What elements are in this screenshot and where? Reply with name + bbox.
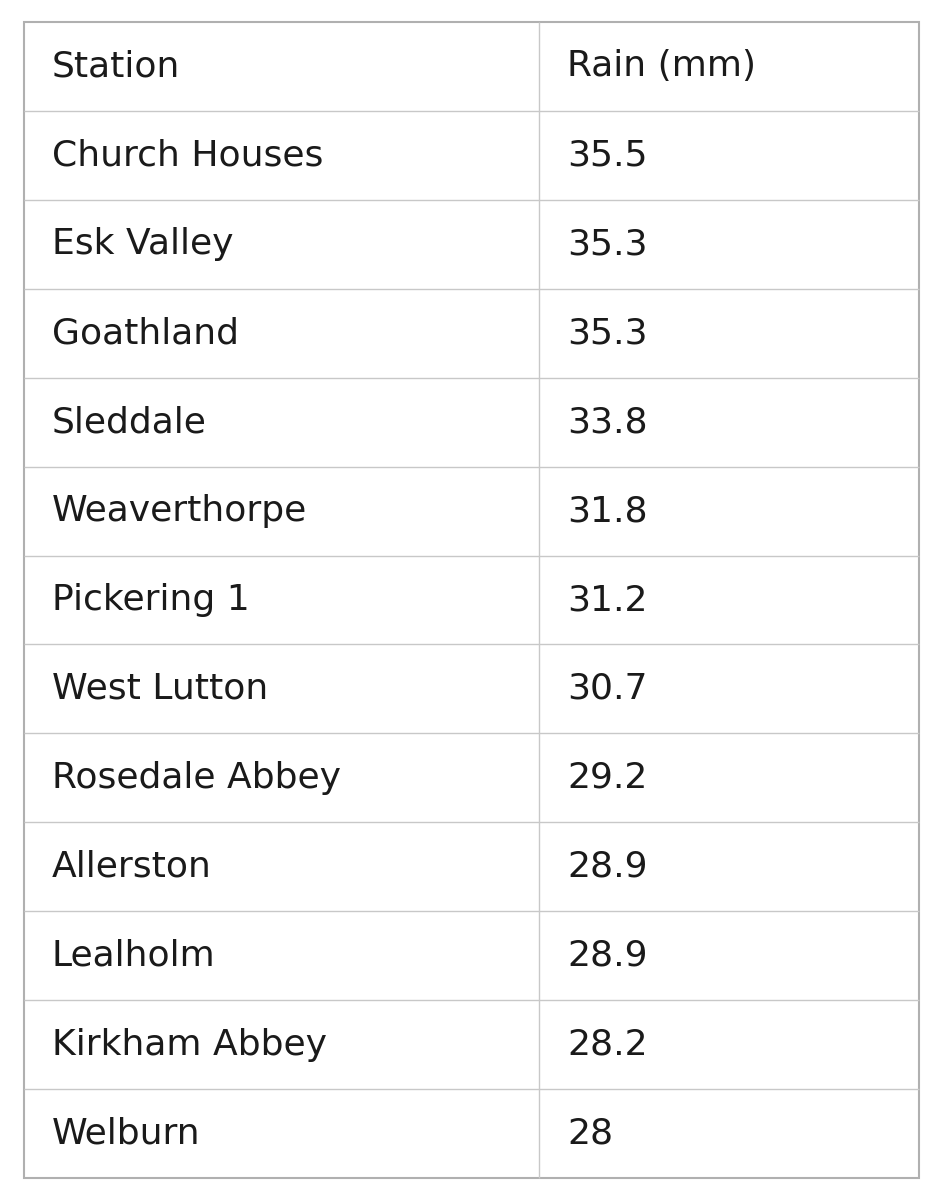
Text: Welburn: Welburn: [52, 1117, 201, 1151]
Text: 35.3: 35.3: [567, 227, 648, 262]
Text: 28: 28: [567, 1117, 613, 1151]
Text: Rain (mm): Rain (mm): [567, 49, 756, 83]
Text: 31.2: 31.2: [567, 583, 648, 617]
Text: 35.3: 35.3: [567, 316, 648, 350]
Text: Rosedale Abbey: Rosedale Abbey: [52, 761, 340, 794]
Text: 30.7: 30.7: [567, 672, 648, 706]
Text: 29.2: 29.2: [567, 761, 647, 794]
Text: Church Houses: Church Houses: [52, 138, 323, 172]
Text: Pickering 1: Pickering 1: [52, 583, 250, 617]
Text: Lealholm: Lealholm: [52, 938, 216, 973]
Text: Goathland: Goathland: [52, 316, 239, 350]
Text: 33.8: 33.8: [567, 406, 648, 439]
Text: 28.9: 28.9: [567, 850, 648, 884]
Text: Weaverthorpe: Weaverthorpe: [52, 494, 307, 528]
Text: 35.5: 35.5: [567, 138, 648, 172]
Text: 28.2: 28.2: [567, 1028, 648, 1062]
Text: Kirkham Abbey: Kirkham Abbey: [52, 1028, 327, 1062]
Text: West Lutton: West Lutton: [52, 672, 268, 706]
Text: Station: Station: [52, 49, 180, 83]
Text: Allerston: Allerston: [52, 850, 212, 884]
Text: Esk Valley: Esk Valley: [52, 227, 233, 262]
Text: 28.9: 28.9: [567, 938, 648, 973]
Text: 31.8: 31.8: [567, 494, 648, 528]
Text: Sleddale: Sleddale: [52, 406, 207, 439]
